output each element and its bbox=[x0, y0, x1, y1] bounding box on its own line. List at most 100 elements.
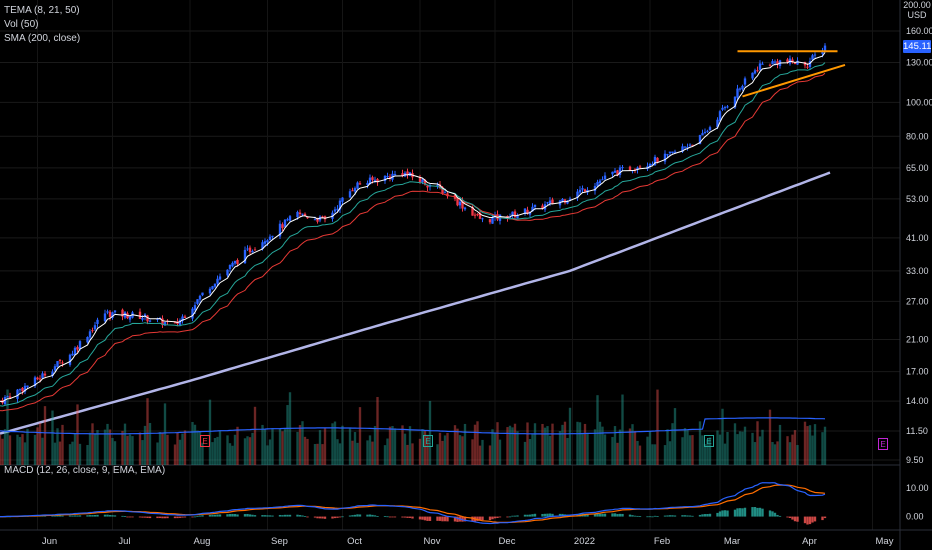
candle-body bbox=[233, 260, 237, 264]
macd-histogram-bar bbox=[388, 516, 392, 518]
earnings-marker[interactable]: E bbox=[423, 435, 433, 447]
volume-bar bbox=[303, 436, 307, 465]
candle-body bbox=[716, 119, 719, 128]
volume-bar bbox=[613, 426, 617, 465]
macd-histogram-bar bbox=[228, 514, 232, 517]
tema-series bbox=[0, 52, 826, 412]
macd-histogram-bar bbox=[93, 515, 97, 517]
volume-bar bbox=[191, 421, 194, 465]
candle-body bbox=[388, 176, 392, 179]
volume-bar bbox=[283, 429, 287, 465]
volume-bar bbox=[488, 445, 492, 465]
macd-histogram-bar bbox=[253, 515, 257, 517]
volume-bar bbox=[566, 437, 569, 465]
candle-body bbox=[421, 179, 424, 183]
volume-bar bbox=[323, 428, 327, 465]
volume-bar bbox=[358, 407, 362, 465]
candle-body bbox=[226, 269, 229, 276]
candle-body bbox=[628, 166, 632, 171]
candle-body bbox=[93, 325, 97, 330]
candle-body bbox=[656, 157, 659, 163]
macd-histogram-bar bbox=[751, 507, 754, 517]
volume-bar bbox=[498, 439, 502, 465]
macd-histogram-bar bbox=[628, 514, 632, 517]
legend-sma[interactable]: SMA (200, close) bbox=[4, 33, 81, 44]
candle-body bbox=[596, 181, 599, 187]
macd-histogram-bar bbox=[198, 515, 202, 517]
volume-bar bbox=[551, 423, 554, 465]
candle-body bbox=[698, 135, 702, 145]
candle-body bbox=[708, 127, 712, 131]
earnings-marker[interactable]: E bbox=[200, 435, 210, 447]
macd-histogram-bar bbox=[263, 515, 267, 517]
volume-bar bbox=[656, 389, 659, 465]
candle-body bbox=[581, 188, 584, 190]
time-tick-label: Mar bbox=[724, 536, 740, 547]
macd-histogram-bar bbox=[356, 514, 359, 517]
candle-body bbox=[18, 389, 22, 391]
volume-bar bbox=[316, 443, 319, 465]
macd-histogram-bar bbox=[621, 513, 624, 517]
price-axis[interactable]: 160.00 130.00 100.00 80.00 65.00 53.00 41.00 33… bbox=[906, 26, 932, 522]
legend-macd[interactable]: MACD (12, 26, close, 9, EMA, EMA) bbox=[4, 465, 166, 476]
candle-body bbox=[23, 385, 27, 392]
volume-bar bbox=[506, 427, 509, 465]
volume-bar bbox=[18, 437, 22, 465]
time-axis[interactable]: Jun Jul Aug Sep Oct Nov Dec 2022 Feb Mar Apr May bbox=[42, 536, 894, 547]
volume-bar bbox=[738, 431, 742, 465]
candle-body bbox=[636, 167, 639, 170]
volume-bar bbox=[823, 426, 827, 465]
candle-body bbox=[721, 107, 724, 110]
volume-bar bbox=[353, 432, 357, 465]
candle-body bbox=[461, 200, 464, 209]
volume-bar bbox=[541, 423, 544, 465]
legend-tema[interactable]: TEMA (8, 21, 50) bbox=[4, 5, 80, 16]
candle-body bbox=[668, 151, 672, 154]
macd-histogram-bar bbox=[508, 516, 512, 518]
candle-body bbox=[488, 219, 492, 223]
candle-body bbox=[96, 319, 99, 324]
volume-bar bbox=[236, 426, 239, 465]
earnings-marker[interactable]: E bbox=[704, 435, 714, 447]
macd-histogram-bar bbox=[278, 514, 282, 517]
candle-body bbox=[523, 208, 527, 215]
volume-bar bbox=[183, 430, 187, 465]
candle-body bbox=[733, 96, 737, 108]
macd-histogram-bar bbox=[208, 514, 212, 517]
time-tick-label: Dec bbox=[499, 536, 516, 547]
macd-histogram-bar bbox=[681, 515, 684, 517]
volume-bar bbox=[648, 430, 652, 465]
legend-volume[interactable]: Vol (50) bbox=[4, 19, 39, 30]
candle-body bbox=[741, 85, 744, 90]
candle-body bbox=[261, 242, 264, 250]
volume-bar bbox=[683, 428, 687, 465]
macd-histogram-bar bbox=[703, 514, 707, 517]
volume-bar bbox=[561, 424, 564, 465]
volume-bar bbox=[666, 429, 669, 465]
volume-bar bbox=[33, 434, 37, 465]
macd-histogram-bar bbox=[651, 516, 654, 518]
tema-fast-line bbox=[0, 52, 826, 403]
earnings-marker[interactable]: E bbox=[878, 438, 888, 450]
macd-histogram-bar bbox=[698, 514, 702, 517]
macd-histogram-bar bbox=[138, 516, 142, 518]
volume-bar bbox=[436, 444, 439, 465]
macd-histogram-bar bbox=[181, 516, 184, 518]
macd-histogram-bar bbox=[776, 514, 779, 517]
macd-histogram-bar bbox=[301, 515, 304, 517]
volume-bar bbox=[8, 435, 12, 465]
volume-bar bbox=[821, 432, 824, 465]
volume-bar bbox=[368, 435, 372, 465]
macd-histogram-bar bbox=[668, 515, 672, 517]
macd-histogram-bar bbox=[756, 507, 759, 517]
volume-bar bbox=[438, 432, 442, 465]
candle-body bbox=[651, 164, 654, 166]
macd-histogram-bar bbox=[246, 513, 249, 517]
macd-histogram-bar bbox=[321, 516, 324, 519]
macd-histogram-bar bbox=[78, 515, 82, 517]
candle-body bbox=[36, 377, 39, 380]
volume-bar bbox=[68, 444, 72, 465]
macd-histogram-bar bbox=[123, 516, 127, 517]
macd-histogram-bar bbox=[316, 516, 319, 519]
